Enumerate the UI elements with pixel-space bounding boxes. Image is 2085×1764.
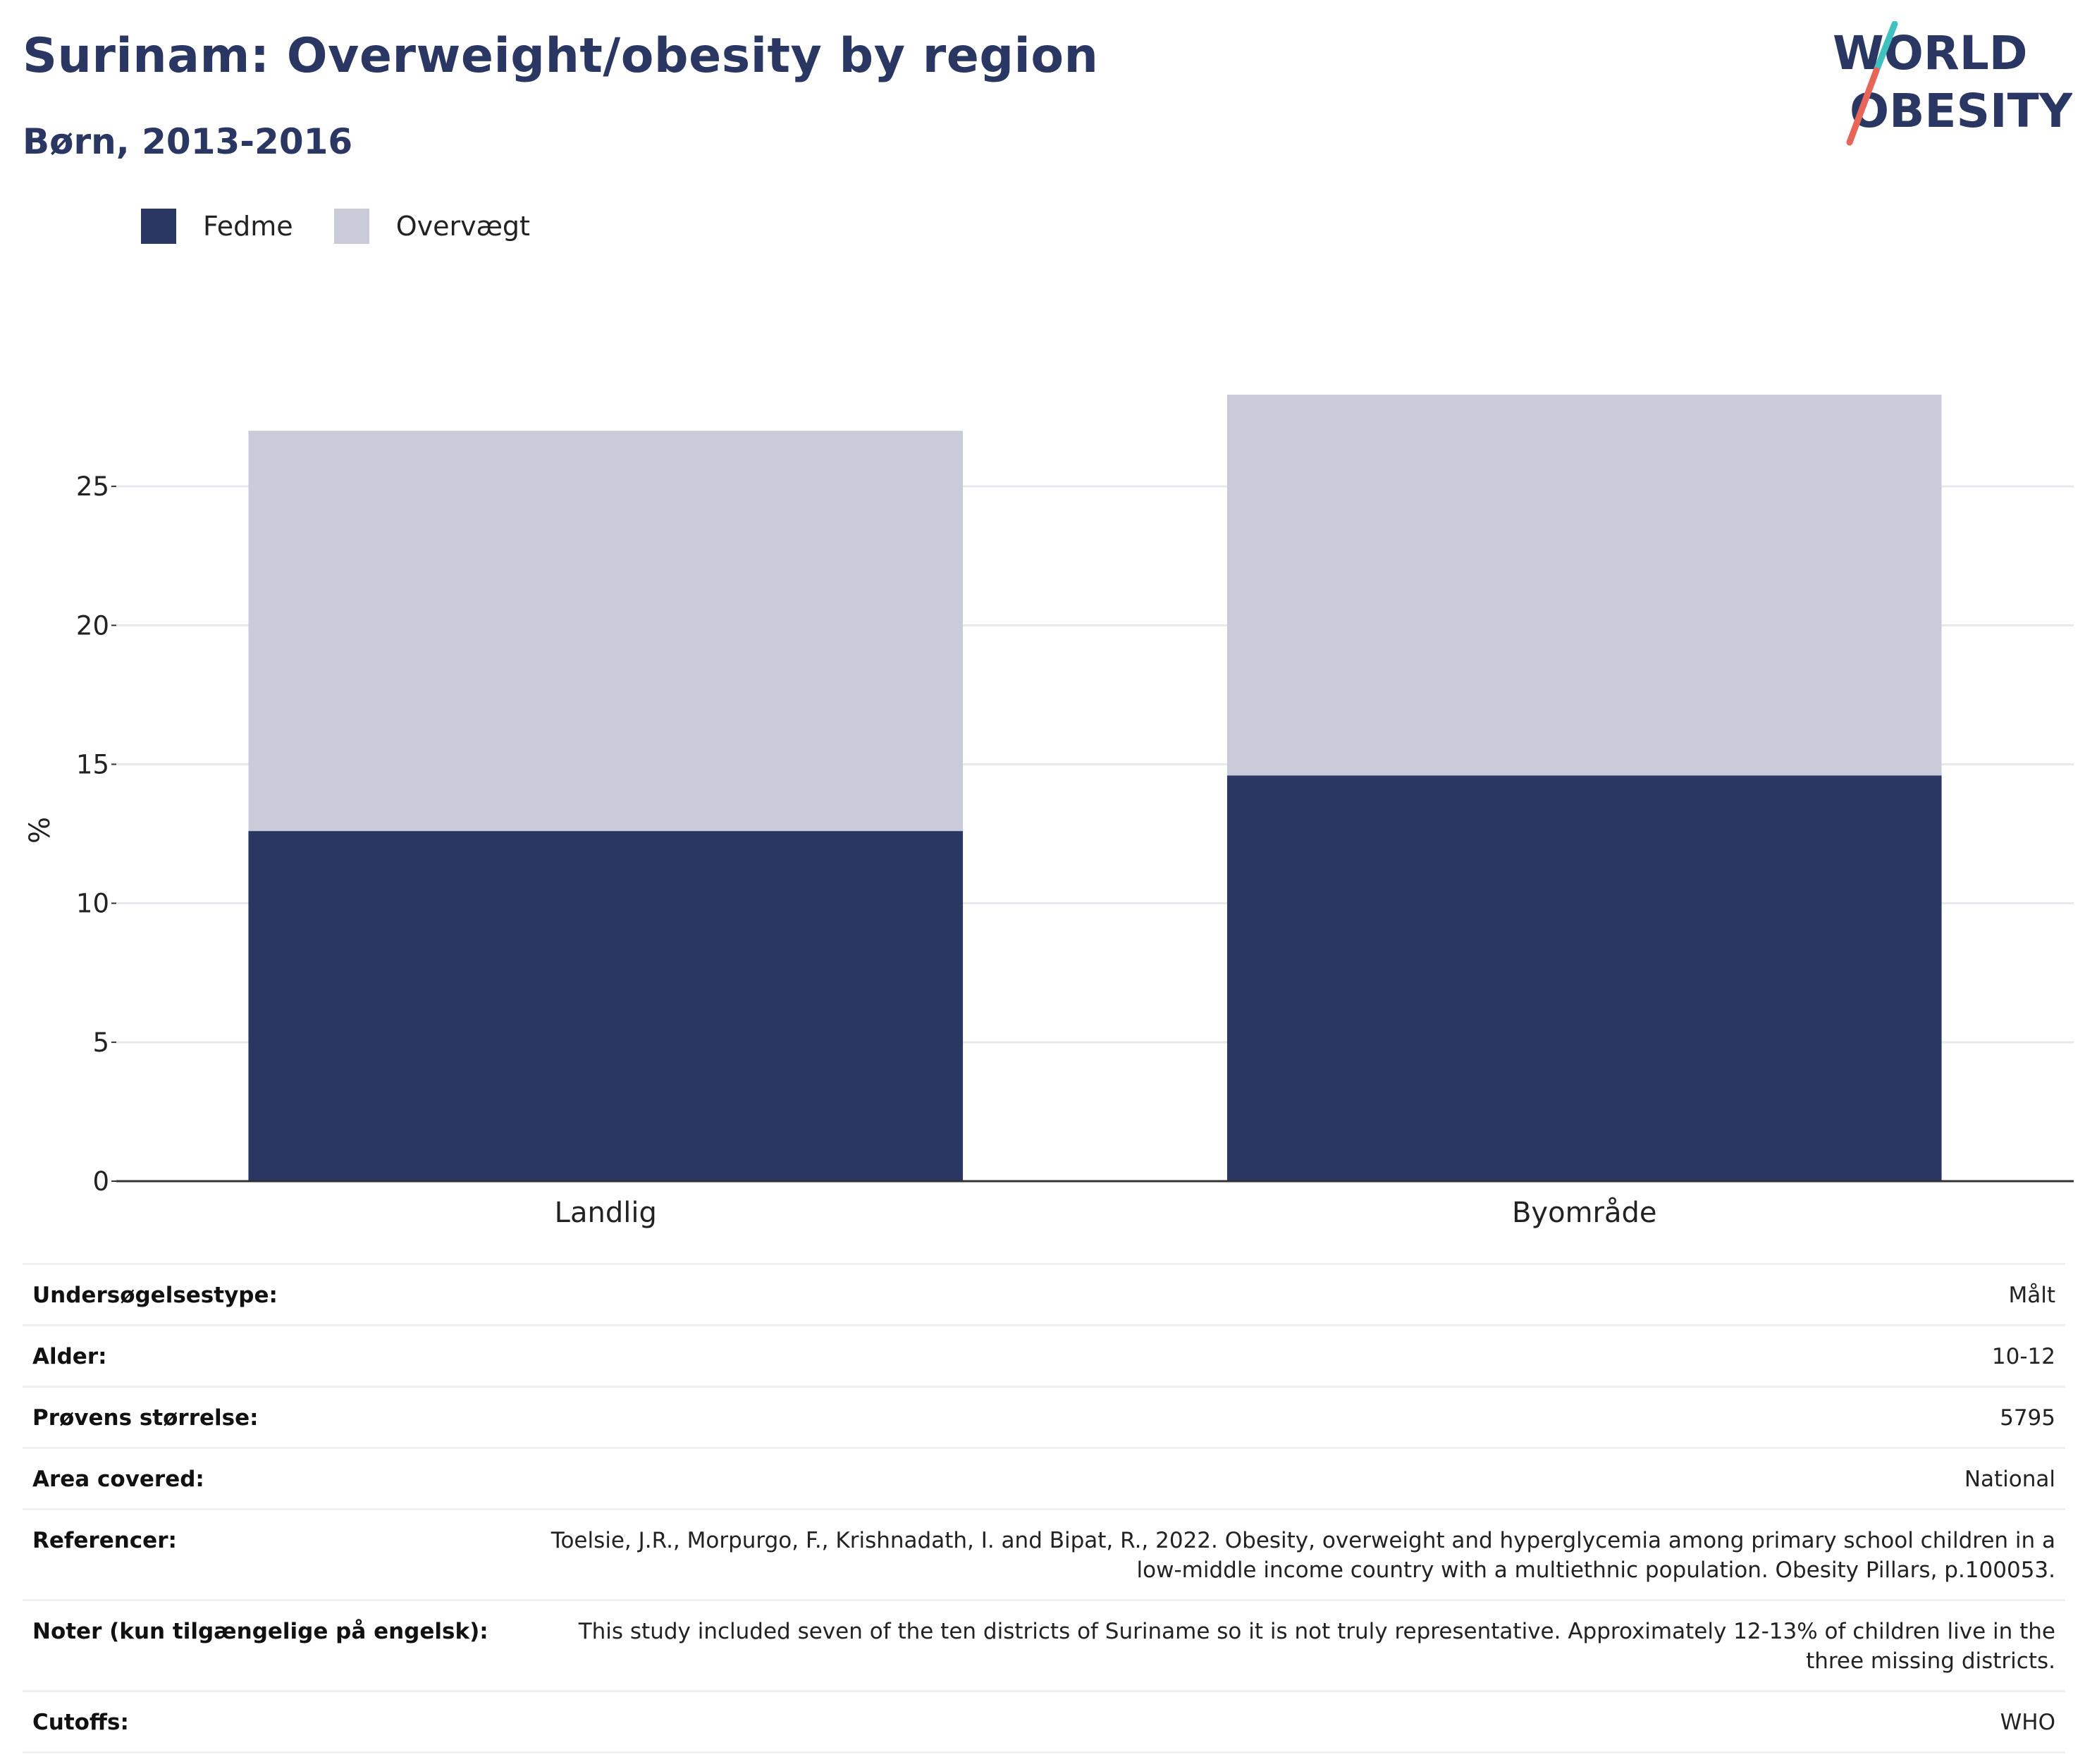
meta-value: 5795: [2000, 1405, 2055, 1431]
meta-value: National: [1964, 1467, 2055, 1492]
meta-value: This study included seven of the ten dis…: [578, 1619, 2055, 1674]
legend-item-fedme[interactable]: Fedme: [141, 209, 293, 244]
stacked-bar-chart: 0 5 10 15 20 25 Landlig Byområde %: [24, 395, 2074, 1229]
legend-label-fedme: Fedme: [203, 211, 293, 242]
x-category-label: Byområde: [1512, 1197, 1657, 1229]
meta-row: Cutoffs: WHO: [23, 1692, 2065, 1753]
y-tick-label: 15: [76, 749, 109, 779]
meta-value: Målt: [2008, 1283, 2055, 1308]
meta-row: Area covered: National: [23, 1449, 2065, 1510]
meta-row: Referencer: Toelsie, J.R., Morpurgo, F.,…: [23, 1510, 2065, 1601]
logo-line-1: WORLD: [1833, 26, 2028, 80]
bar-fedme-1[interactable]: [1226, 775, 1942, 1181]
y-tick-label: 20: [76, 610, 109, 641]
bar-overvaegt-0[interactable]: [248, 431, 964, 832]
bar-overvaegt-1[interactable]: [1226, 395, 1942, 776]
legend-item-overvaegt[interactable]: Overvægt: [333, 209, 530, 244]
logo-slash-bottom: [1846, 67, 1880, 146]
chart-legend: Fedme Overvægt: [141, 209, 571, 244]
meta-value: Toelsie, J.R., Morpurgo, F., Krishnadath…: [551, 1528, 2055, 1583]
meta-key: Undersøgelsestype:: [32, 1283, 278, 1308]
legend-swatch-fedme: [141, 209, 176, 244]
legend-swatch-overvaegt: [333, 209, 369, 244]
legend-label-overvaegt: Overvægt: [395, 211, 530, 242]
y-tick-label: 10: [76, 889, 109, 919]
bar-fedme-0[interactable]: [248, 831, 964, 1181]
x-axis-labels: Landlig Byområde: [555, 1197, 1657, 1229]
meta-key: Cutoffs:: [32, 1710, 129, 1735]
meta-key: Prøvens størrelse:: [32, 1405, 259, 1431]
chart-title: Surinam: Overweight/obesity by region: [23, 28, 1099, 84]
meta-key: Noter (kun tilgængelige på engelsk):: [32, 1619, 488, 1644]
meta-row: Prøvens størrelse: 5795: [23, 1388, 2065, 1449]
meta-key: Referencer:: [32, 1528, 177, 1553]
y-tick-label: 5: [92, 1028, 109, 1058]
meta-key: Alder:: [32, 1344, 107, 1369]
y-axis-ticks: 0 5 10 15 20 25: [76, 471, 116, 1197]
y-axis-title: %: [24, 817, 56, 844]
y-tick-label: 0: [92, 1166, 109, 1197]
meta-value: WHO: [2000, 1710, 2055, 1735]
y-tick-label: 25: [76, 471, 109, 502]
meta-row: Undersøgelsestype: Målt: [23, 1265, 2065, 1326]
bars: [248, 395, 1942, 1181]
meta-value: 10-12: [1991, 1344, 2055, 1369]
x-category-label: Landlig: [555, 1197, 657, 1229]
study-details-table: Undersøgelsestype: Målt Alder: 10-12 Prø…: [23, 1263, 2065, 1753]
logo-slash-top: [1873, 21, 1898, 74]
world-obesity-logo: WORLD OBESITY: [1833, 21, 2072, 146]
meta-row: Alder: 10-12: [23, 1326, 2065, 1388]
meta-row: Noter (kun tilgængelige på engelsk): Thi…: [23, 1601, 2065, 1692]
meta-key: Area covered:: [32, 1467, 204, 1492]
logo-line-2: OBESITY: [1850, 84, 2072, 138]
chart-subtitle: Børn, 2013-2016: [23, 121, 353, 162]
